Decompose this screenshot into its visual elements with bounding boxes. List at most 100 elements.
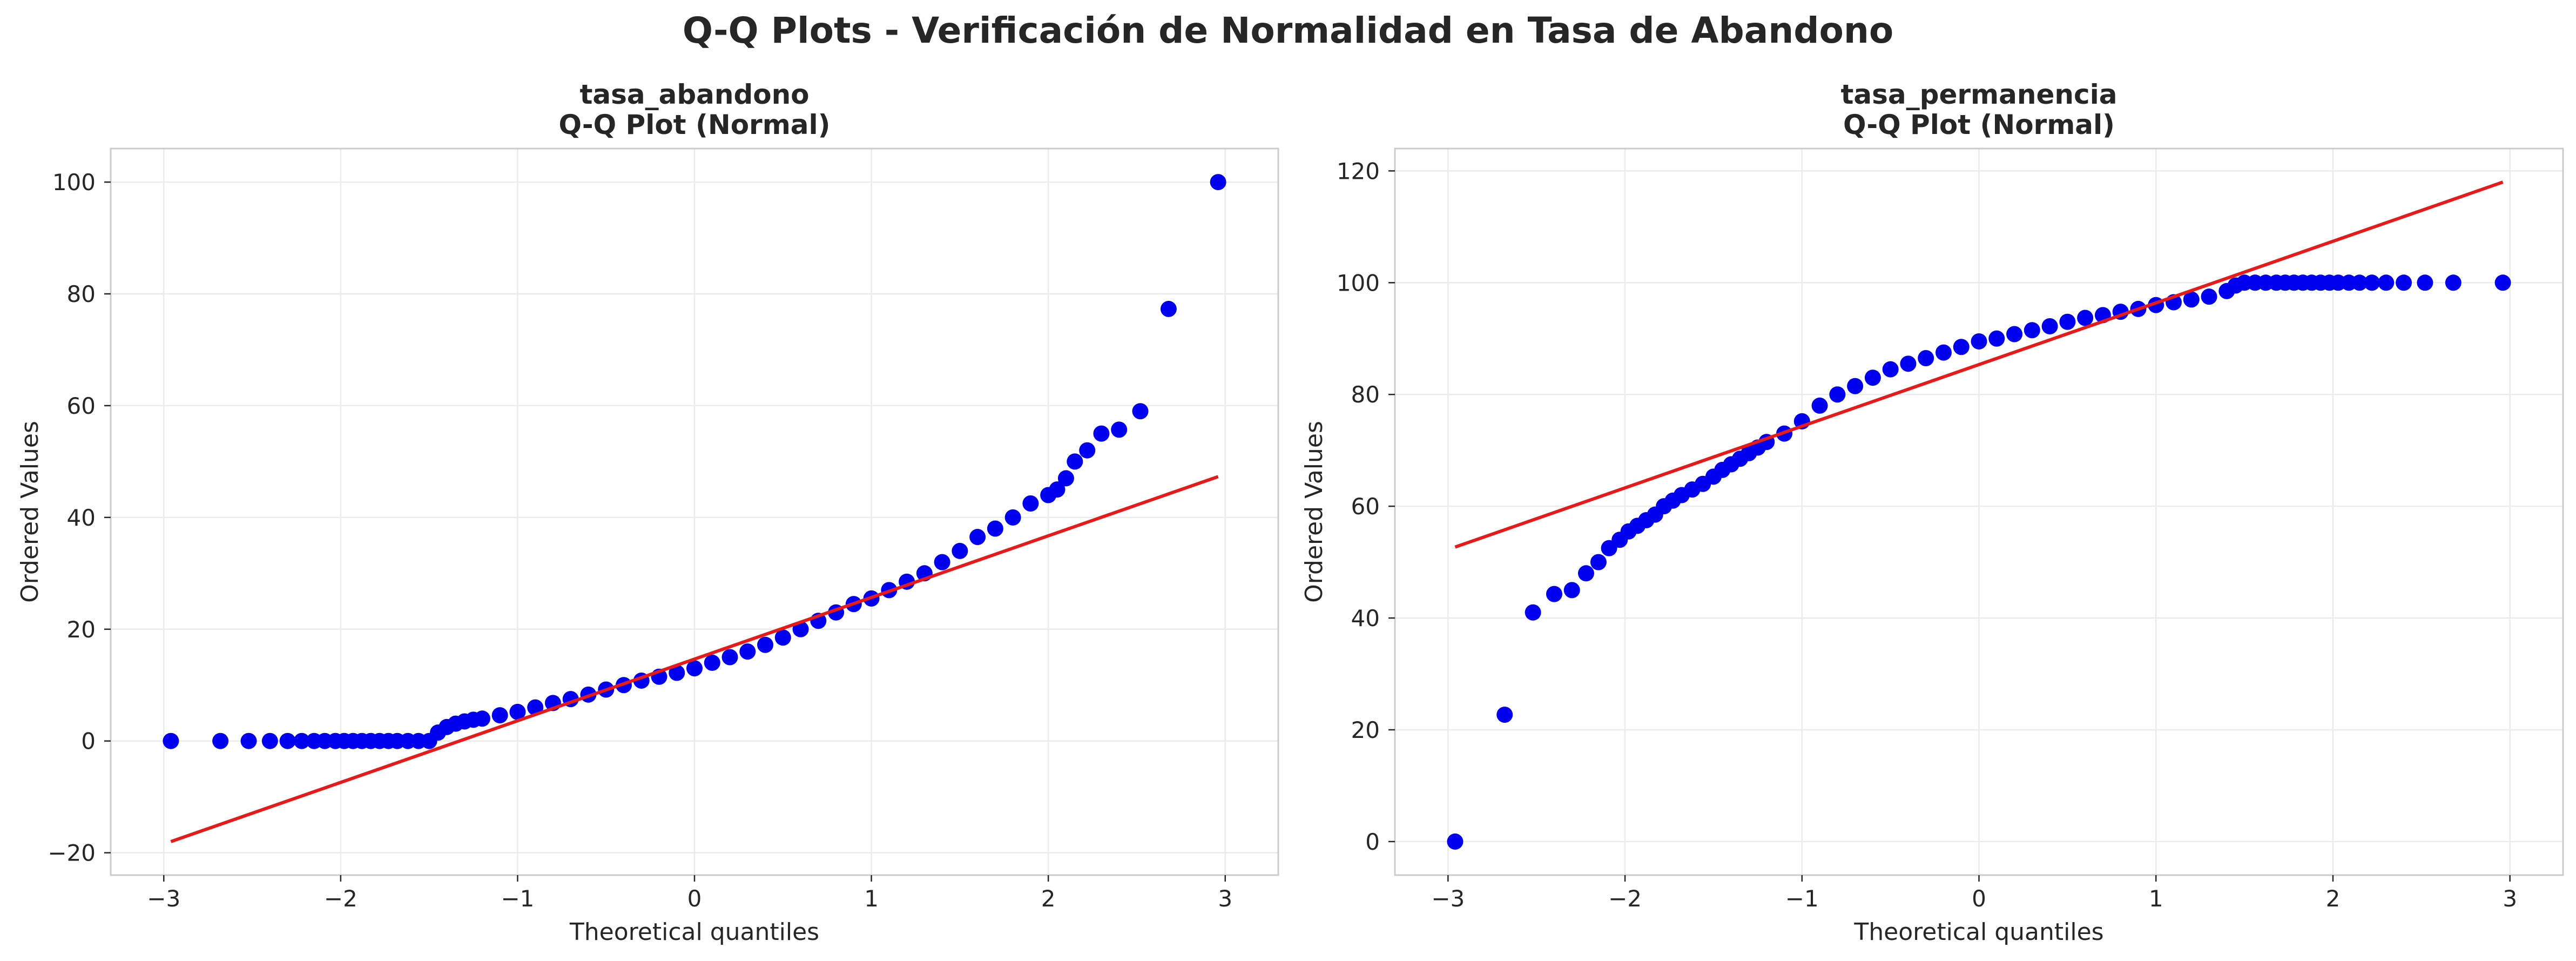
x-tick-label: 1 <box>864 885 879 912</box>
data-point <box>2059 313 2076 330</box>
data-point <box>2201 288 2217 305</box>
y-tick-label: 40 <box>1351 605 1380 631</box>
data-point <box>1525 604 1541 621</box>
fit-line <box>170 475 1219 843</box>
data-point <box>1971 333 1987 350</box>
data-point <box>1988 330 2005 347</box>
x-axis-label: Theoretical quantiles <box>1853 918 2103 946</box>
x-tick-label: 2 <box>1041 885 1056 912</box>
data-point <box>1546 586 1562 602</box>
data-point <box>1563 582 1580 599</box>
data-point <box>1864 369 1881 386</box>
y-tick-label: 100 <box>1337 270 1380 296</box>
data-point <box>474 710 490 727</box>
data-point <box>1160 300 1177 317</box>
data-point <box>1004 509 1021 526</box>
y-tick-label: 120 <box>1337 158 1380 184</box>
data-point <box>2396 274 2412 291</box>
data-point <box>2006 326 2023 342</box>
data-point <box>1496 707 1513 723</box>
data-point <box>1590 554 1607 570</box>
data-point <box>2445 274 2462 291</box>
panel-tasa-abandono: −3 −2 −1 0 1 2 3 −20 0 20 40 60 80 100 Theoretical qua… <box>16 79 1279 946</box>
data-point <box>1829 386 1846 403</box>
data-point <box>1079 442 1096 459</box>
data-point <box>704 654 720 671</box>
y-tick-label: 60 <box>1351 493 1380 520</box>
y-tick-label: 100 <box>52 169 96 196</box>
data-point <box>1577 565 1594 582</box>
data-point <box>2494 274 2511 291</box>
y-tick-label: 0 <box>1365 829 1380 855</box>
data-point <box>1900 355 1917 372</box>
data-point <box>491 707 508 724</box>
data-point <box>969 529 986 546</box>
data-point <box>1847 378 1864 394</box>
x-tick-label: 0 <box>687 885 702 912</box>
data-point <box>1067 453 1083 470</box>
x-axis-label: Theoretical quantiles <box>569 918 819 946</box>
data-point <box>721 649 738 666</box>
data-point <box>934 554 950 570</box>
data-point <box>2183 291 2200 308</box>
data-point <box>774 629 791 646</box>
y-tick-label: 60 <box>67 393 96 419</box>
y-axis-label: Ordered Values <box>1300 421 1328 603</box>
panel-tasa-permanencia: −3 −2 −1 0 1 2 3 0 20 40 60 80 100 120 Theoretical qua… <box>1300 79 2564 946</box>
data-point <box>2077 310 2094 326</box>
x-tick-label: 1 <box>2149 885 2163 912</box>
data-point <box>1811 397 1828 414</box>
data-point <box>2024 322 2040 339</box>
x-tick-label: −3 <box>1431 885 1465 912</box>
data-point <box>1022 495 1039 512</box>
data-point <box>279 732 296 749</box>
data-point <box>1132 403 1149 420</box>
x-tick-label: 3 <box>2503 885 2517 912</box>
data-point <box>2364 274 2381 291</box>
data-point <box>1882 361 1899 378</box>
y-axis-label: Ordered Values <box>16 421 44 603</box>
data-point <box>293 732 310 749</box>
data-point <box>739 643 756 660</box>
data-point <box>1935 344 1952 361</box>
y-tick-label: 80 <box>67 281 96 307</box>
x-tick-label: −1 <box>1785 885 1819 912</box>
data-point <box>163 732 179 749</box>
data-point <box>2417 274 2433 291</box>
data-point <box>509 703 526 720</box>
x-tick-label: −3 <box>147 885 180 912</box>
y-tick-label: 40 <box>67 505 96 531</box>
data-point <box>2378 274 2395 291</box>
data-point <box>757 636 774 653</box>
panel-subtitle: Q-Q Plot (Normal) <box>558 109 830 140</box>
data-point <box>1057 470 1074 487</box>
data-point <box>2351 274 2368 291</box>
y-tick-label: 0 <box>81 728 96 755</box>
x-tick-label: 0 <box>1972 885 1986 912</box>
data-point <box>1953 339 1970 355</box>
data-point <box>1049 481 1066 498</box>
x-tick-label: 3 <box>1218 885 1232 912</box>
panel-title: tasa_permanencia <box>1841 79 2118 110</box>
data-point <box>1447 833 1464 850</box>
data-point <box>987 520 1003 537</box>
y-tick-label: 80 <box>1351 381 1380 408</box>
data-point <box>669 664 685 681</box>
data-point <box>1210 174 1226 191</box>
y-tick-label: 20 <box>67 616 96 643</box>
figure-title: Q-Q Plots - Verificación de Normalidad e… <box>682 10 1894 51</box>
data-point <box>686 660 703 677</box>
data-point <box>952 542 968 559</box>
x-tick-label: 2 <box>2326 885 2341 912</box>
data-point <box>1111 421 1128 438</box>
panel-title: tasa_abandono <box>579 79 809 110</box>
x-tick-label: −2 <box>1608 885 1642 912</box>
y-tick-label: 20 <box>1351 717 1380 743</box>
data-point <box>2041 318 2058 335</box>
data-point <box>240 732 257 749</box>
panel-subtitle: Q-Q Plot (Normal) <box>1843 109 2115 140</box>
x-tick-label: −2 <box>324 885 358 912</box>
data-point <box>261 732 278 749</box>
x-tick-label: −1 <box>501 885 534 912</box>
